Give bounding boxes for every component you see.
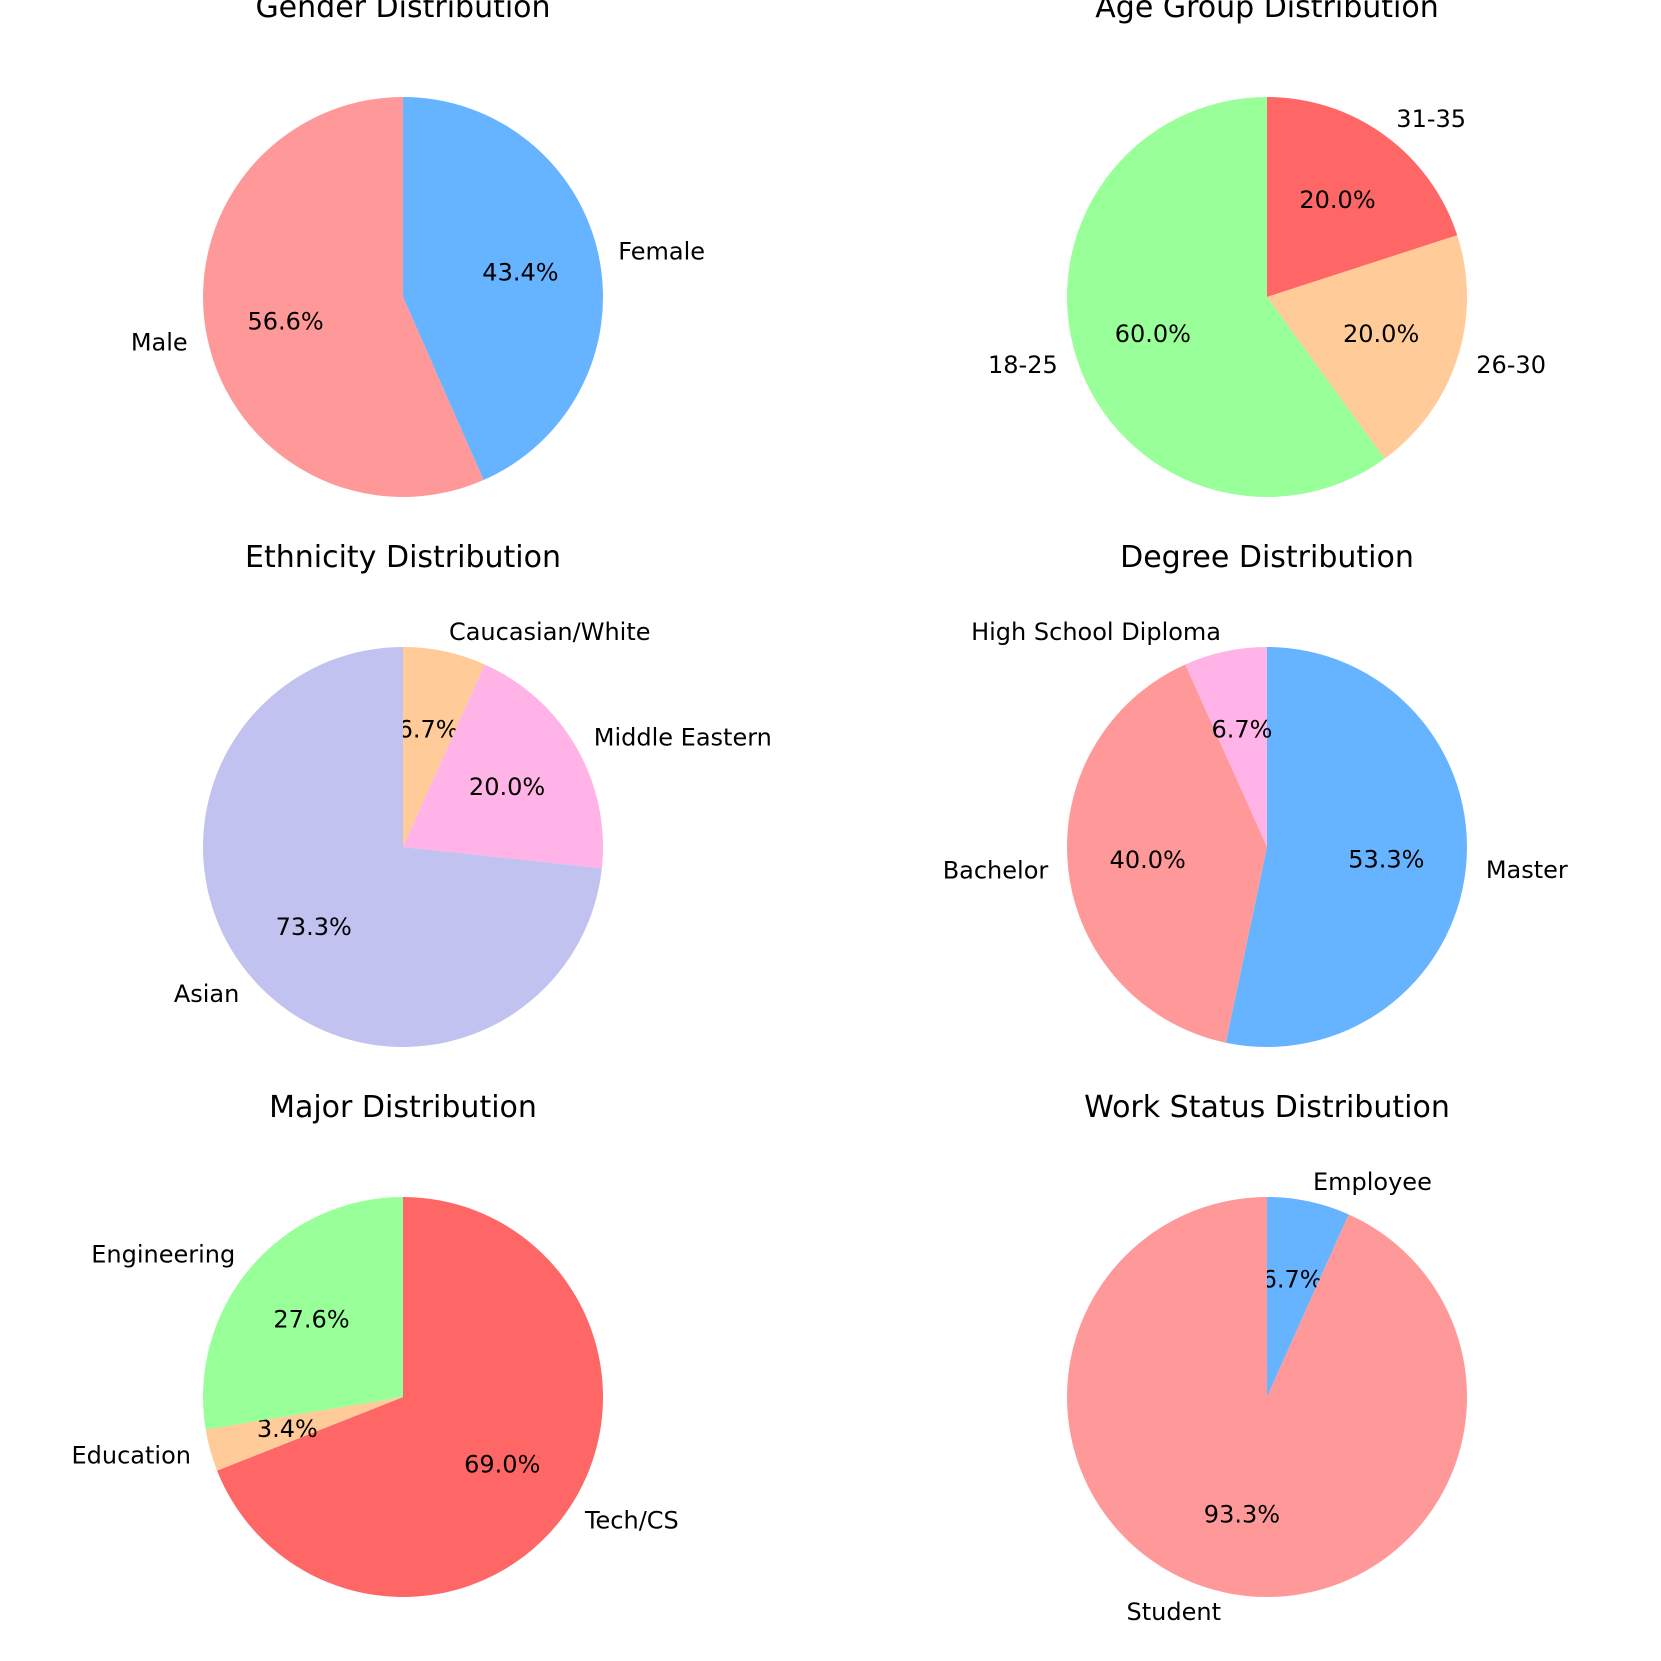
slice-percent-asian: 73.3%	[276, 913, 352, 941]
slice-percent-middle-eastern: 20.0%	[469, 773, 545, 801]
chart-title: Degree Distribution	[1120, 540, 1414, 575]
pie-slice-asian	[202, 647, 602, 1047]
slice-label-employee: Employee	[1313, 1168, 1432, 1196]
slice-label-education: Education	[71, 1442, 190, 1470]
slice-percent-student: 93.3%	[1204, 1500, 1280, 1528]
slice-percent-18-25: 60.0%	[1115, 320, 1191, 348]
chart-title: Gender Distribution	[255, 0, 550, 25]
pie-slice-18-25	[1066, 96, 1385, 497]
pie-slice-student	[1067, 1197, 1468, 1597]
slice-label-caucasian-white: Caucasian/White	[449, 618, 651, 646]
pie-slice-employee	[1267, 1197, 1349, 1397]
slice-percent-26-30: 20.0%	[1343, 320, 1419, 348]
pie-slice-tech-cs	[217, 1197, 603, 1597]
slice-percent-tech-cs: 69.0%	[464, 1450, 540, 1478]
slice-percent-engineering: 27.6%	[273, 1305, 349, 1333]
pie-slice-engineering	[202, 1197, 403, 1430]
slice-percent-employee: 6.7%	[1262, 1266, 1323, 1294]
slice-percent-high-school-diploma: 6.7%	[1211, 716, 1272, 744]
pie-slice-bachelor	[1066, 664, 1267, 1043]
slice-label-master: Master	[1486, 856, 1568, 884]
pie-slice-middle-eastern	[403, 664, 603, 869]
slice-percent-31-35: 20.0%	[1299, 186, 1375, 214]
slice-percent-caucasian-white: 6.7%	[398, 716, 459, 744]
slice-label-asian: Asian	[174, 980, 240, 1008]
age-group-pie-chart: Age Group Distribution 31-35 20.0% 26-30 20.…	[988, 0, 1546, 497]
slice-label-bachelor: Bachelor	[943, 856, 1049, 884]
slice-percent-education: 3.4%	[257, 1415, 318, 1443]
slice-label-middle-eastern: Middle Eastern	[594, 723, 772, 751]
slice-label-engineering: Engineering	[91, 1241, 235, 1269]
pie-slice-high-school-diploma	[1185, 647, 1267, 847]
work-status-pie-chart: Work Status Distribution Employee 6.7% Stud…	[1067, 1090, 1468, 1626]
slice-label-male: Male	[131, 328, 188, 356]
slice-label-tech-cs: Tech/CS	[584, 1507, 679, 1535]
pie-slice-26-30	[1267, 235, 1467, 459]
slice-label-female: Female	[618, 238, 705, 266]
slice-percent-master: 53.3%	[1348, 845, 1424, 873]
chart-title: Major Distribution	[269, 1090, 537, 1125]
slice-label-high-school-diploma: High School Diploma	[971, 618, 1221, 646]
slice-percent-male: 56.6%	[247, 308, 323, 336]
major-pie-chart: Major Distribution Tech/CS 69.0% Education 3…	[71, 1090, 679, 1597]
slice-label-student: Student	[1127, 1598, 1221, 1626]
ethnicity-pie-chart: Ethnicity Distribution Caucasian/White 6.7…	[174, 540, 772, 1047]
pie-slice-education	[205, 1397, 403, 1471]
slice-percent-bachelor: 40.0%	[1110, 846, 1186, 874]
pie-slice-male	[203, 97, 484, 498]
gender-pie-chart: Gender Distribution Female 43.4% Male 56.6%	[131, 0, 705, 498]
chart-title: Age Group Distribution	[1095, 0, 1438, 25]
chart-title: Ethnicity Distribution	[245, 540, 561, 575]
slice-label-31-35: 31-35	[1396, 105, 1466, 133]
slice-percent-female: 43.4%	[482, 258, 558, 286]
slice-label-18-25: 18-25	[988, 351, 1058, 379]
pie-slice-caucasian-white	[403, 647, 485, 847]
pie-slice-31-35	[1267, 97, 1458, 297]
degree-pie-chart: Degree Distribution Master 53.3% Bachelor 40…	[943, 540, 1568, 1047]
chart-title: Work Status Distribution	[1084, 1090, 1450, 1125]
pie-slice-female	[403, 97, 604, 481]
slice-label-26-30: 26-30	[1476, 351, 1546, 379]
pie-slice-master	[1225, 647, 1467, 1047]
